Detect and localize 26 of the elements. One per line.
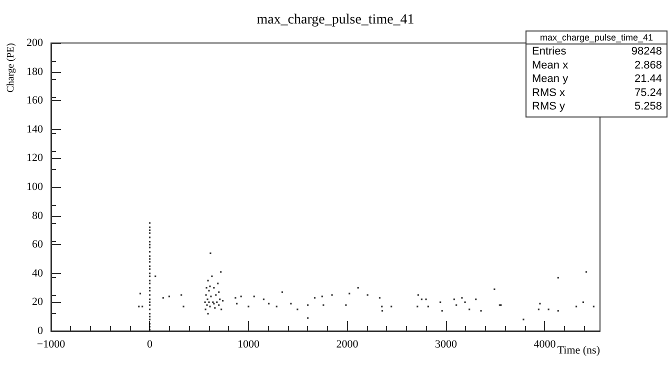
y-tick-label: 40 [32, 267, 44, 280]
y-tick-label: 180 [26, 66, 44, 78]
text: RMS y 5.258 [532, 100, 662, 113]
y-tick-label: 0 [38, 325, 44, 337]
x-tick-label: 1000 [237, 338, 260, 350]
y-tick-label: 160 [26, 94, 44, 107]
x-tick-label: 4000 [534, 338, 556, 350]
y-tick-label: 100 [26, 181, 44, 193]
x-tick-label: 3000 [434, 338, 458, 350]
text: Entries 98248 [532, 46, 662, 58]
x-axis-title: Time (ns) [557, 344, 600, 356]
x-tick-label: −1000 [36, 338, 66, 350]
y-tick-label: 80 [32, 210, 44, 222]
text: max_charge_pulse_time_41 [540, 32, 654, 42]
x-tick-label: 0 [146, 338, 153, 350]
x-tick-label: 2000 [336, 338, 359, 350]
y-tick-label: 20 [32, 296, 44, 308]
text: Mean x 2.868 [532, 59, 662, 72]
y-tick-label: 120 [26, 152, 44, 164]
chart-title: max_charge_pulse_time_41 [256, 12, 414, 28]
y-tick-label: 140 [26, 123, 44, 136]
y-axis-title: Charge (PE) [6, 43, 16, 93]
text: Mean y 21.44 [532, 73, 662, 86]
y-tick-label: 200 [26, 37, 44, 49]
y-tick-label: 60 [32, 238, 44, 251]
text: RMS x 75.24 [532, 86, 662, 99]
